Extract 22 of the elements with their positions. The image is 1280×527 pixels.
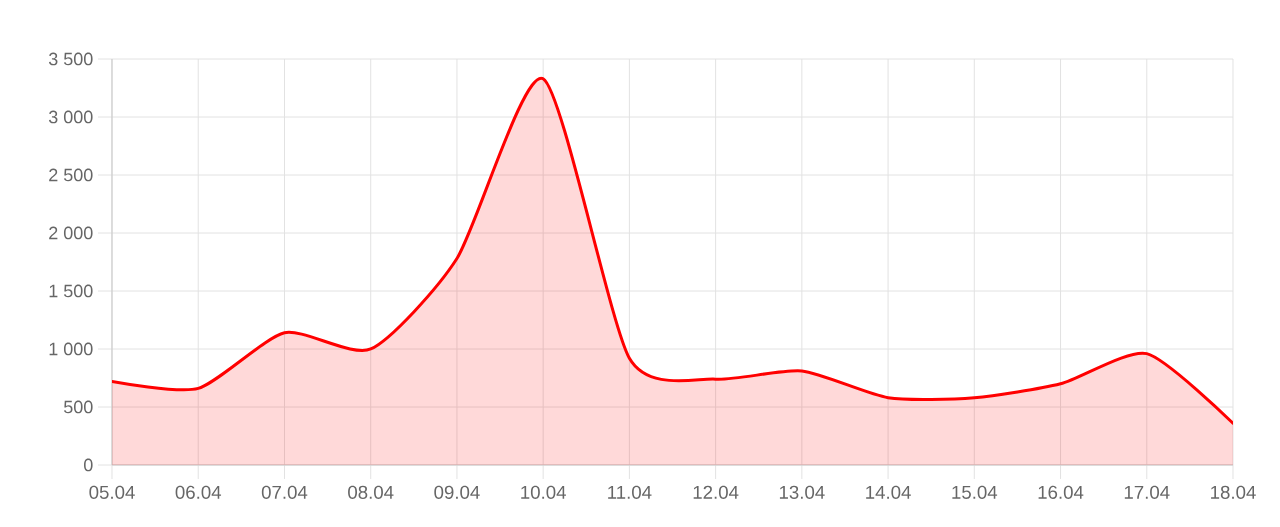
x-tick-label: 18.04 — [1211, 485, 1256, 499]
y-tick-label: 3 500 — [48, 52, 93, 66]
x-tick-label: 05.04 — [89, 485, 135, 499]
x-tick-label: 08.04 — [348, 485, 394, 499]
x-tick-label: 15.04 — [952, 485, 998, 499]
y-tick-label: 3 000 — [48, 110, 93, 124]
y-tick-label: 1 500 — [49, 284, 93, 298]
x-tick-label: 09.04 — [434, 485, 480, 499]
x-tick-label: 11.04 — [608, 485, 652, 499]
x-tick-label: 06.04 — [175, 485, 222, 499]
y-tick-label: 2 000 — [49, 226, 93, 240]
x-tick-label: 14.04 — [866, 485, 911, 499]
y-tick-label: 0 — [84, 458, 93, 472]
x-tick-label: 10.04 — [521, 485, 566, 499]
x-tick-label: 17.04 — [1124, 485, 1170, 499]
y-tick-label: 2 500 — [49, 168, 93, 182]
y-tick-label: 1 000 — [49, 342, 93, 356]
x-tick-label: 13.04 — [779, 485, 825, 499]
x-tick-label: 12.04 — [693, 485, 739, 499]
y-tick-label: 500 — [63, 400, 93, 414]
x-tick-label: 16.04 — [1038, 485, 1084, 499]
x-tick-label: 07.04 — [261, 485, 308, 499]
